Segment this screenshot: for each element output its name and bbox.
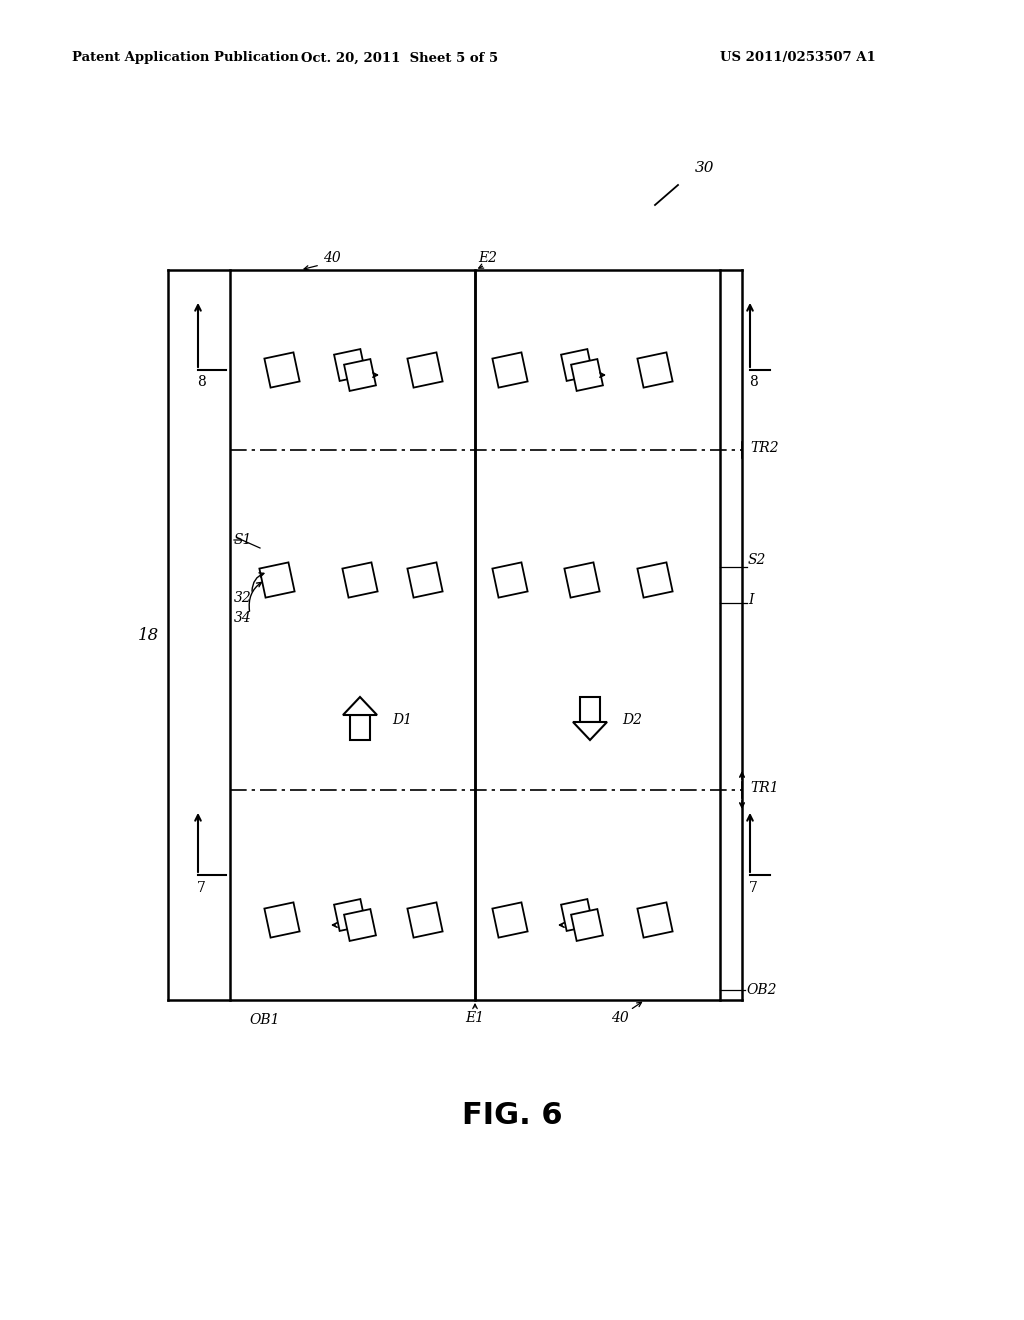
Bar: [475, 271, 720, 1001]
Polygon shape: [342, 562, 378, 598]
Bar: [350, 715, 370, 741]
Text: E1: E1: [466, 1011, 484, 1026]
Polygon shape: [637, 903, 673, 937]
Text: 40: 40: [611, 1011, 629, 1026]
Polygon shape: [408, 352, 442, 388]
Text: OB2: OB2: [746, 983, 776, 997]
Text: E2: E2: [478, 251, 498, 265]
Text: Patent Application Publication: Patent Application Publication: [72, 51, 299, 65]
Polygon shape: [334, 899, 366, 931]
Text: S1: S1: [234, 533, 252, 546]
Polygon shape: [334, 348, 366, 381]
Text: TR2: TR2: [750, 441, 778, 455]
Text: 8: 8: [749, 375, 758, 389]
Polygon shape: [408, 562, 442, 598]
Text: 30: 30: [695, 161, 715, 176]
Bar: [580, 697, 600, 722]
Text: TR1: TR1: [750, 781, 778, 795]
Text: 32: 32: [234, 591, 252, 605]
Polygon shape: [571, 909, 603, 941]
Polygon shape: [493, 562, 527, 598]
Polygon shape: [573, 722, 607, 741]
Polygon shape: [561, 348, 593, 381]
Polygon shape: [637, 562, 673, 598]
Text: 40: 40: [324, 251, 341, 265]
Text: OB1: OB1: [250, 1012, 281, 1027]
Polygon shape: [343, 697, 377, 715]
Polygon shape: [408, 903, 442, 937]
Polygon shape: [493, 903, 527, 937]
Text: D2: D2: [622, 713, 642, 727]
Polygon shape: [637, 352, 673, 388]
Text: 8: 8: [197, 375, 206, 389]
Polygon shape: [344, 359, 376, 391]
Polygon shape: [561, 899, 593, 931]
Polygon shape: [264, 903, 300, 937]
Text: 34: 34: [234, 611, 252, 624]
Text: D1: D1: [392, 713, 412, 727]
Polygon shape: [259, 562, 295, 598]
Text: 7: 7: [197, 880, 206, 895]
Text: I: I: [748, 593, 754, 607]
Text: S2: S2: [748, 553, 766, 568]
Bar: [230, 271, 475, 1001]
Text: FIG. 6: FIG. 6: [462, 1101, 562, 1130]
Text: 7: 7: [749, 880, 758, 895]
Polygon shape: [564, 562, 600, 598]
Polygon shape: [344, 909, 376, 941]
Polygon shape: [571, 359, 603, 391]
Text: 18: 18: [137, 627, 159, 644]
Polygon shape: [493, 352, 527, 388]
Polygon shape: [264, 352, 300, 388]
Text: US 2011/0253507 A1: US 2011/0253507 A1: [720, 51, 876, 65]
Text: Oct. 20, 2011  Sheet 5 of 5: Oct. 20, 2011 Sheet 5 of 5: [301, 51, 499, 65]
